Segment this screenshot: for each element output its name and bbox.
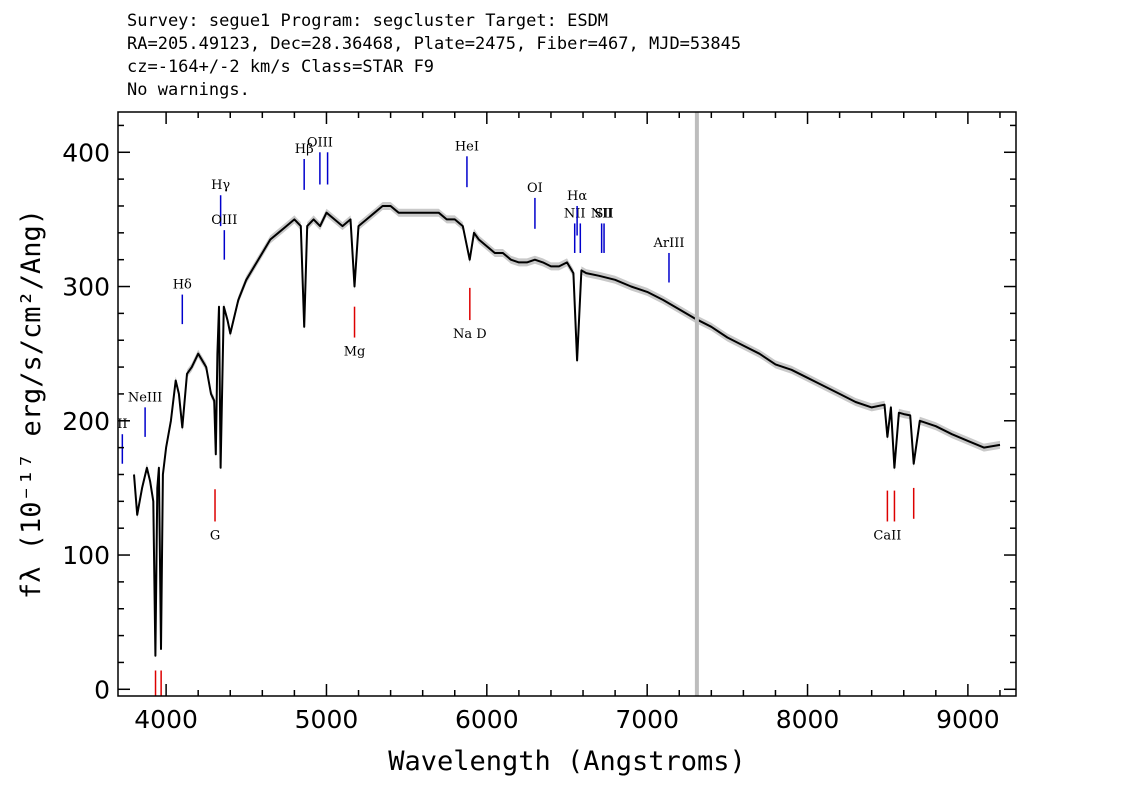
plot-frame	[117, 111, 1017, 697]
x-axis-title: Wavelength (Angstroms)	[388, 746, 746, 777]
flux-error-band	[134, 202, 1000, 660]
spectrum-header: Survey: segue1 Program: segcluster Targe…	[127, 10, 741, 102]
emission-line-label: ArIII	[652, 236, 684, 251]
emission-line-label: OI	[527, 181, 543, 196]
y-tick-label: 0	[94, 675, 110, 704]
absorption-line-label: G	[210, 528, 220, 543]
y-tick-label: 400	[62, 138, 110, 167]
x-tick-label: 8000	[776, 705, 840, 734]
emission-line-label: NII	[591, 206, 613, 221]
emission-line-label: SII	[594, 206, 613, 221]
y-tick-label: 200	[62, 407, 110, 436]
flux-spectrum-line	[133, 205, 1001, 657]
spectrum-line-group	[133, 205, 1001, 657]
emission-line-label: NII	[564, 206, 586, 221]
y-axis-title: fλ (10⁻¹⁷ erg/s/cm²/Ang)	[16, 209, 47, 599]
absorption-line-label: Mg	[344, 345, 366, 360]
header-coordinates-line: RA=205.49123, Dec=28.36468, Plate=2475, …	[127, 34, 742, 54]
header-survey-line: Survey: segue1 Program: segcluster Targe…	[127, 11, 609, 31]
emission-line-label: HeI	[455, 139, 479, 154]
y-tick-label: 100	[62, 541, 110, 570]
emission-line-label: II	[117, 417, 127, 432]
absorption-line-label: CaII	[873, 528, 901, 543]
error-band-group	[134, 202, 1000, 660]
emission-line-label: Hα	[567, 189, 587, 204]
x-tick-label: 7000	[615, 705, 679, 734]
emission-line-label: OIII	[211, 213, 237, 228]
x-tick-label: 9000	[936, 705, 1000, 734]
y-tick-label: 300	[62, 273, 110, 302]
emission-line-label: NeIII	[128, 390, 162, 405]
axis-ticks: 4000 5000 6000 7000 8000 9000 0 100 200 300 400	[62, 112, 1016, 734]
x-tick-label: 5000	[295, 705, 359, 734]
emission-line-label: Hδ	[173, 278, 192, 293]
absorption-line-label: Na D	[453, 327, 487, 342]
emission-line-label: Hβ	[295, 142, 314, 157]
x-tick-label: 4000	[134, 705, 198, 734]
header-warnings-line: No warnings.	[127, 80, 250, 100]
header-redshift-line: cz=-164+/-2 km/s Class=STAR F9	[127, 57, 435, 77]
x-tick-label: 6000	[455, 705, 519, 734]
emission-line-label: OIII	[307, 135, 333, 150]
emission-line-label: Hγ	[211, 178, 230, 193]
